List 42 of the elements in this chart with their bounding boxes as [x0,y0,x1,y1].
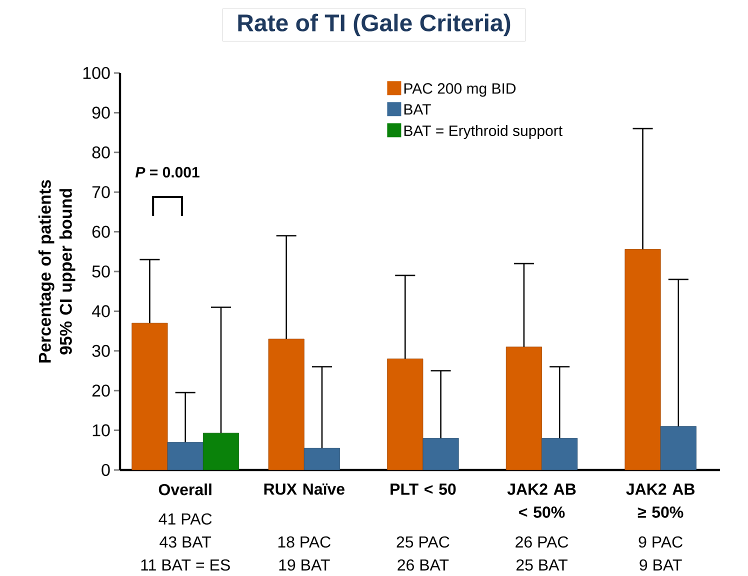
bar [387,358,424,470]
text: 9 BAT [640,559,682,571]
y-tick-label: 60 [92,226,110,238]
text: 25 PAC [396,536,450,548]
text: 18 PAC [278,536,331,548]
x-tick-label: JAK2 AB ≥ 50% [626,484,695,518]
x-tick-label: RUX Naïve [264,484,344,495]
y-tick-label: 90 [92,106,110,119]
text: 25 BAT [516,559,568,571]
x-tick-label: Overall [158,484,212,496]
legend-label: BAT [404,104,431,115]
chart-title: Rate of TI (Gale Criteria) [238,14,510,36]
y-tick-label: 100 [83,66,110,80]
bar [422,438,459,470]
y-tick-label: 40 [92,305,110,318]
y-axis-title: Percentage of patients 95% CI upper bound [38,180,76,362]
bar [304,448,340,470]
bar [624,249,661,470]
legend-label: BAT = Erythroid support [404,125,562,140]
x-tick-label: PLT < 50 [390,484,456,495]
y-tick-label: 0 [102,464,110,476]
y-tick-label: 80 [92,146,110,158]
text: 26 PAC [516,536,568,548]
bar [268,338,304,470]
bar [660,426,696,470]
text: 43 BAT [160,536,212,548]
y-tick-label: 70 [92,186,110,198]
text: 9 PAC [638,536,683,548]
text: 11 BAT = ES [141,559,230,571]
text: 19 BAT [279,559,330,571]
legend-label: PAC 200 mg BID [404,83,516,97]
bar [202,432,240,470]
text: 41 PAC [158,513,212,525]
text: 26 BAT [398,559,449,571]
y-tick-label: 10 [92,424,110,436]
y-tick-label: 50 [92,265,110,278]
bar [506,346,542,470]
y-tick-label: 30 [92,344,110,357]
x-tick-label: JAK2 AB < 50% [507,484,576,518]
y-tick-label: 20 [92,384,110,397]
bar [542,438,578,470]
annotation: P = 0.001 [135,166,200,178]
